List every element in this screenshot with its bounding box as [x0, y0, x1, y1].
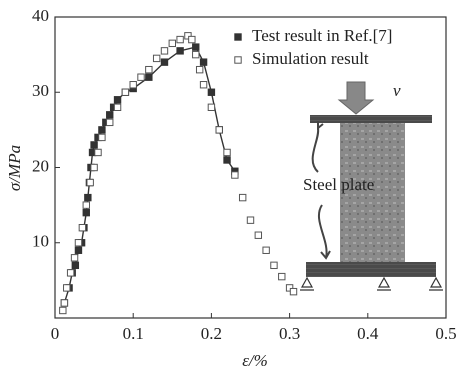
marker: [75, 247, 81, 253]
marker: [114, 104, 120, 110]
marker: [153, 55, 159, 61]
x-tick-label: 0.2: [201, 324, 222, 343]
marker: [114, 97, 120, 103]
series-line: [64, 47, 234, 303]
marker: [189, 36, 195, 42]
marker: [232, 172, 238, 178]
top-plate: [310, 115, 432, 123]
marker: [79, 225, 85, 231]
marker: [138, 74, 144, 80]
marker: [75, 240, 81, 246]
marker: [224, 157, 230, 163]
marker: [91, 164, 97, 170]
legend-marker: [235, 34, 241, 40]
annotation: v: [393, 81, 401, 100]
marker: [60, 307, 66, 313]
marker: [71, 255, 77, 261]
legend-label: Test result in Ref.[7]: [252, 26, 392, 45]
marker: [87, 179, 93, 185]
marker: [263, 247, 269, 253]
x-tick-label: 0.4: [357, 324, 379, 343]
marker: [83, 202, 89, 208]
marker: [224, 149, 230, 155]
marker: [67, 270, 73, 276]
marker: [161, 48, 167, 54]
x-tick-label: 0.3: [279, 324, 300, 343]
marker: [247, 217, 253, 223]
marker: [177, 36, 183, 42]
x-tick-label: 0.5: [435, 324, 456, 343]
marker: [64, 285, 70, 291]
marker: [239, 194, 245, 200]
marker: [83, 209, 89, 215]
marker: [290, 288, 296, 294]
bottom-plate: [306, 262, 436, 277]
marker: [161, 59, 167, 65]
marker: [146, 66, 152, 72]
y-tick-label: 10: [32, 232, 49, 251]
y-tick-label: 30: [32, 81, 49, 100]
marker: [169, 40, 175, 46]
marker: [107, 119, 113, 125]
supports: [300, 278, 443, 290]
x-tick-label: 0: [51, 324, 60, 343]
marker: [271, 262, 277, 268]
marker: [61, 300, 67, 306]
marker: [208, 104, 214, 110]
legend-marker: [235, 57, 241, 63]
marker: [107, 112, 113, 118]
marker: [95, 149, 101, 155]
x-axis-label: ε/%: [242, 351, 268, 370]
y-axis-label: σ/MPa: [5, 145, 24, 191]
marker: [72, 262, 78, 268]
marker: [200, 59, 206, 65]
chart: Steel plate v ε/% σ/MPa 0 0.1 0.2 0.3 0.4 0.5…: [0, 0, 461, 372]
annotation: Steel plate: [303, 175, 374, 194]
marker: [146, 74, 152, 80]
marker: [122, 89, 128, 95]
marker: [200, 82, 206, 88]
marker: [279, 273, 285, 279]
y-tick-label: 20: [32, 156, 49, 175]
marker: [99, 134, 105, 140]
marker: [196, 66, 202, 72]
load-arrow: [339, 82, 373, 114]
marker: [255, 232, 261, 238]
marker: [85, 194, 91, 200]
marker: [99, 127, 105, 133]
x-tick-label: 0.1: [123, 324, 144, 343]
marker: [177, 48, 183, 54]
y-tick-label: 40: [32, 6, 49, 25]
legend-label: Simulation result: [252, 49, 369, 68]
marker: [130, 82, 136, 88]
marker: [91, 142, 97, 148]
marker: [216, 127, 222, 133]
marker: [193, 44, 199, 50]
marker: [208, 89, 214, 95]
marker: [193, 51, 199, 57]
